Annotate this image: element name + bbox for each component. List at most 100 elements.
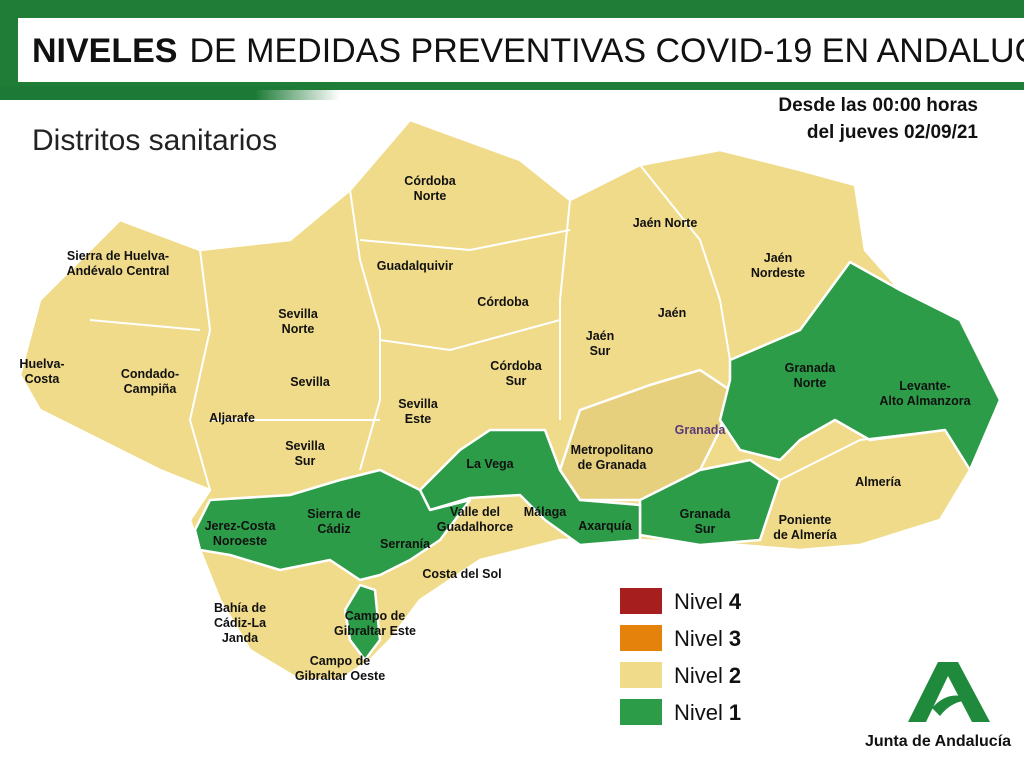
- district-label: Costa: [25, 372, 61, 386]
- region-green: [343, 583, 382, 662]
- district-label: Aljarafe: [209, 411, 255, 425]
- district-label: Levante-: [899, 379, 950, 393]
- date-line: Desde las 00:00 horas: [778, 95, 978, 116]
- legend-label: Nivel 1: [674, 700, 741, 725]
- district-label: Serranía: [380, 537, 431, 551]
- legend-text: Nivel: [674, 626, 723, 651]
- district-label: Nordeste: [751, 266, 805, 280]
- district-label: Alto Almanzora: [879, 394, 971, 408]
- map: [18, 118, 1002, 682]
- district-label: Huelva-: [19, 357, 64, 371]
- region-green: [193, 468, 472, 582]
- top-bar: [0, 0, 1024, 18]
- district-label: Córdoba: [477, 295, 529, 309]
- district-label: Málaga: [524, 505, 567, 519]
- region-green: [418, 428, 642, 547]
- district-label: Jaén Norte: [633, 216, 698, 230]
- title-rest: DE MEDIDAS PREVENTIVAS COVID-19 EN ANDAL…: [189, 32, 1024, 70]
- title-box: [18, 18, 1024, 82]
- legend-text: Nivel: [674, 663, 723, 688]
- border: [349, 189, 381, 471]
- district-label: Bahía de: [214, 601, 266, 615]
- legend-swatch: [620, 625, 662, 651]
- district-label: Axarquía: [578, 519, 633, 533]
- region-green: [638, 458, 782, 547]
- logo-stroke: [932, 695, 972, 716]
- district-label: Sevilla: [290, 375, 331, 389]
- district-label: Norte: [282, 322, 315, 336]
- district-label: Costa del Sol: [422, 567, 501, 581]
- city-label: Granada: [675, 423, 727, 437]
- legend-label: Nivel 2: [674, 663, 741, 688]
- district-label: Sierra de Huelva-: [67, 249, 169, 263]
- district-label: Jerez-Costa: [205, 519, 277, 533]
- district-label: Córdoba: [490, 359, 542, 373]
- district-label: Noroeste: [213, 534, 267, 548]
- legend-label: Nivel 3: [674, 626, 741, 651]
- border: [379, 319, 561, 351]
- district-label: de Granada: [578, 458, 648, 472]
- district-label: Sur: [506, 374, 527, 388]
- border: [639, 164, 731, 361]
- legend-swatch: [620, 588, 662, 614]
- district-label: Sevilla: [285, 439, 326, 453]
- district-label: Valle del: [450, 505, 500, 519]
- district-label: Este: [405, 412, 431, 426]
- title-shadow: [0, 86, 340, 100]
- legend-swatch: [620, 699, 662, 725]
- district-label: Sur: [590, 344, 611, 358]
- legend-level: 1: [729, 700, 741, 725]
- district-label: Cádiz-La: [214, 616, 267, 630]
- district-label: Guadalquivir: [377, 259, 454, 273]
- district-label: Campo de: [345, 609, 405, 623]
- district-label: Sur: [695, 522, 716, 536]
- district-label: Guadalhorce: [437, 520, 513, 534]
- logo-a: [908, 662, 990, 722]
- border: [89, 319, 201, 331]
- subtitle: Distritos sanitarios: [32, 124, 277, 157]
- district-label: Janda: [222, 631, 259, 645]
- district-label: Sur: [295, 454, 316, 468]
- district-label: Campiña: [124, 382, 178, 396]
- logo: [908, 662, 990, 722]
- district-label: Norte: [414, 189, 447, 203]
- title-bold: NIVELES: [32, 32, 177, 70]
- legend-swatch: [620, 662, 662, 688]
- district-label: Granada: [785, 361, 837, 375]
- district-label: Poniente: [779, 513, 832, 527]
- legend-level: 4: [729, 589, 742, 614]
- district-label: Norte: [794, 376, 827, 390]
- legend-label: Nivel 4: [674, 589, 742, 614]
- district-label: Jaén: [764, 251, 793, 265]
- footer: Junta de Andalucía: [865, 733, 1011, 750]
- district-label: de Almería: [773, 528, 838, 542]
- district-label: Metropolitano: [571, 443, 654, 457]
- district-label: Sevilla: [278, 307, 319, 321]
- district-label: Sierra de: [307, 507, 361, 521]
- district-label: Andévalo Central: [67, 264, 170, 278]
- borders: [89, 164, 946, 491]
- district-label: Campo de: [310, 654, 370, 668]
- date-line: del jueves 02/09/21: [807, 122, 979, 143]
- district-label: Córdoba: [404, 174, 456, 188]
- district-label: Gibraltar Este: [334, 624, 416, 638]
- border: [189, 249, 211, 491]
- border: [779, 429, 946, 481]
- district-label: Condado-: [121, 367, 179, 381]
- border: [559, 199, 571, 420]
- legend-text: Nivel: [674, 589, 723, 614]
- legend-level: 3: [729, 626, 741, 651]
- legend-level: 2: [729, 663, 741, 688]
- district-label: La Vega: [466, 457, 514, 471]
- title: NIVELES DE MEDIDAS PREVENTIVAS COVID-19 E…: [32, 32, 1024, 70]
- district-label: Cádiz: [317, 522, 350, 536]
- district-label: Jaén: [658, 306, 687, 320]
- district-label: Sevilla: [398, 397, 439, 411]
- district-label: Almería: [855, 475, 902, 489]
- district-label: Gibraltar Oeste: [295, 669, 385, 683]
- border: [359, 229, 571, 251]
- district-label: Granada: [680, 507, 732, 521]
